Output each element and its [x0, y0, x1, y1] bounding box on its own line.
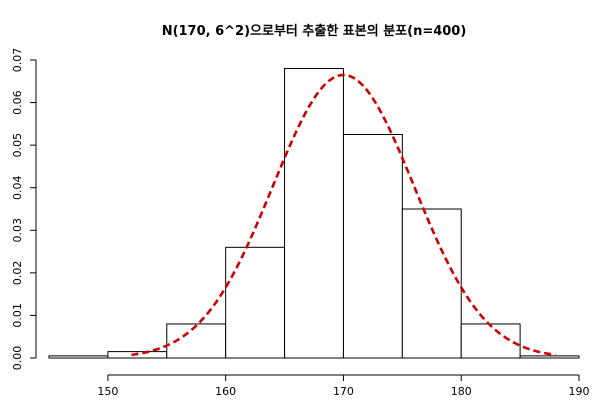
y-tick-label-4: 0.04: [11, 175, 24, 200]
y-axis: 0.00 0.01 0.02 0.03 0.04 0.05 0.06 0.07: [11, 48, 37, 371]
y-tick-label-3: 0.03: [11, 218, 24, 243]
x-axis: 150 160 170 180 190: [97, 374, 590, 398]
histogram-bar-6: [401, 208, 462, 359]
histogram-bar-0: [48, 355, 109, 359]
histogram-bar-5: [342, 134, 403, 359]
x-tick-label-4: 190: [569, 385, 590, 398]
chart-title: N(170, 6^2)으로부터 추출한 표본의 분포(n=400): [162, 23, 467, 39]
bars-layer: [48, 68, 580, 359]
histogram-bar-7: [460, 323, 521, 359]
y-tick-label-1: 0.01: [11, 303, 24, 328]
histogram-bar-8: [519, 355, 580, 359]
y-tick-label-6: 0.06: [11, 90, 24, 115]
y-tick-label-7: 0.07: [11, 48, 24, 73]
x-tick-label-2: 170: [333, 385, 354, 398]
y-tick-label-5: 0.05: [11, 133, 24, 158]
x-tick-label-0: 150: [97, 385, 118, 398]
histogram-bar-3: [225, 246, 286, 359]
histogram-bar-4: [284, 68, 344, 359]
normal-density-curve: [131, 73, 556, 357]
curve-layer: [131, 73, 556, 357]
y-tick-label-0: 0.00: [11, 346, 24, 371]
x-tick-label-1: 160: [215, 385, 236, 398]
y-tick-label-2: 0.02: [11, 261, 24, 286]
x-tick-label-3: 180: [451, 385, 472, 398]
